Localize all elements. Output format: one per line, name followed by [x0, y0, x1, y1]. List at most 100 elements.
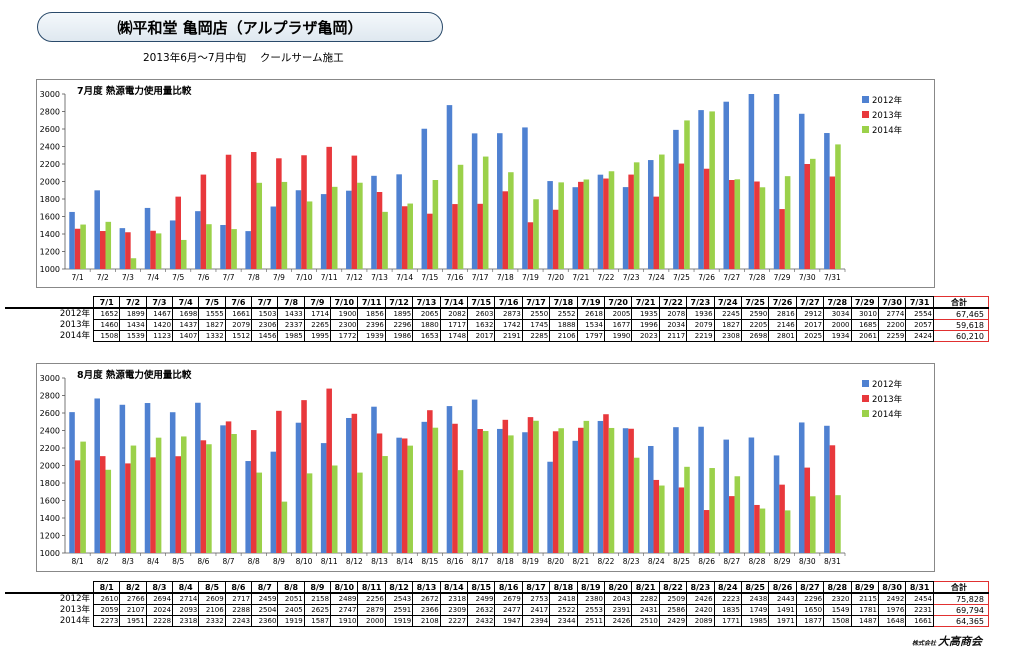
table-date-header: 7/4 [172, 296, 200, 309]
table-cell: 2243 [224, 615, 253, 627]
table-corner [5, 296, 94, 309]
bar [80, 441, 86, 553]
bar [331, 186, 338, 269]
bar [175, 456, 181, 553]
table-cell: 1332 [198, 330, 226, 342]
table-date-header: 8/20 [603, 581, 633, 594]
july-table: 7/1 7/2 7/3 7/4 7/5 7/6 7/7 7/8 7/9 7/10 7/11 7/12 7… [5, 296, 989, 342]
bar [144, 403, 151, 553]
x-tick-label: 8/23 [623, 557, 640, 566]
x-tick-label: 8/28 [749, 557, 766, 566]
bar [231, 434, 237, 553]
bar [633, 457, 640, 553]
bar [703, 168, 710, 269]
bar [99, 456, 106, 553]
bar [558, 428, 564, 553]
table-cell: 2417 [521, 604, 551, 616]
table-date-header: 8/8 [277, 581, 305, 594]
bar [552, 431, 559, 553]
bar [326, 388, 332, 553]
table-date-header: 7/12 [384, 296, 414, 309]
table-cell: 2443 [768, 592, 797, 605]
table-row: 2013年 2059 2107 2024 2093 2106 2288 2504 2405 262… [5, 604, 989, 616]
table-cell: 1856 [357, 307, 386, 320]
table-cell: 1797 [576, 330, 606, 342]
bar [270, 206, 277, 269]
bar [678, 487, 685, 553]
table-cell: 1895 [384, 307, 414, 320]
x-tick-label: 8/25 [673, 557, 690, 566]
bar [155, 233, 162, 269]
bar [659, 154, 665, 269]
x-tick-label: 8/15 [421, 557, 438, 566]
table-cell: 2025 [795, 330, 825, 342]
table-row-label: 2012年 [5, 308, 94, 320]
bar [784, 176, 791, 269]
x-tick-label: 8/26 [698, 557, 715, 566]
x-tick-label: 8/1 [72, 557, 84, 566]
bar [220, 224, 226, 269]
table-cell: 2424 [905, 330, 934, 342]
table-cell: 2816 [768, 307, 797, 320]
bar [734, 476, 741, 553]
x-tick-label: 7/27 [723, 273, 740, 282]
bar [351, 413, 358, 553]
table-cell: 1827 [198, 319, 226, 331]
bar [396, 174, 402, 269]
bar [69, 412, 75, 553]
bar [74, 228, 81, 269]
table-date-header: 7/18 [549, 296, 578, 309]
bar [295, 190, 302, 269]
table-row: 2012年 1652 1899 1467 1698 1555 1661 1503 1433 171… [5, 307, 989, 320]
table-cell: 1781 [850, 604, 879, 616]
x-tick-label: 8/18 [497, 557, 514, 566]
bar [583, 179, 590, 269]
table-cell: 2489 [330, 592, 359, 605]
bar [382, 211, 388, 269]
x-tick-label: 7/31 [824, 273, 841, 282]
x-tick-label: 7/1 [72, 273, 84, 282]
table-cell: 2912 [795, 307, 825, 320]
table-cell: 1420 [145, 319, 174, 331]
bar [698, 426, 704, 553]
table-cell: 2766 [119, 592, 147, 605]
bar [647, 160, 654, 269]
table-cell: 2306 [251, 319, 279, 331]
y-tick-label: 2600 [40, 409, 60, 418]
table-date-header: 8/19 [576, 581, 606, 594]
bar [401, 206, 408, 269]
table-cell: 2057 [905, 319, 934, 331]
bar [331, 465, 338, 553]
bar [457, 164, 464, 269]
bar [471, 133, 478, 269]
table-cell: 1742 [494, 319, 523, 331]
table-date-header: 8/21 [631, 581, 660, 594]
x-tick-label: 7/20 [547, 273, 564, 282]
bar [835, 495, 841, 553]
y-tick-label: 2200 [40, 160, 60, 169]
table-cell: 2753 [521, 592, 551, 605]
table-cell: 2227 [439, 615, 469, 627]
table-cell: 2431 [631, 604, 660, 616]
y-tick-label: 1600 [40, 213, 60, 222]
bar [773, 94, 780, 269]
table-date-header: 7/20 [603, 296, 633, 309]
table-cell: 2499 [467, 592, 496, 605]
table-cell: 2265 [303, 319, 332, 331]
page-subtitle: 2013年6月～7月中旬 クールサーム施工 [143, 52, 344, 64]
table-cell: 1491 [768, 604, 797, 616]
table-cell: 2320 [823, 592, 852, 605]
y-tick-label: 1000 [40, 549, 60, 558]
table-date-header: 8/1 [92, 581, 121, 594]
table-cell: 2522 [549, 604, 578, 616]
table-cell: 1508 [92, 330, 121, 342]
y-tick-label: 2000 [40, 462, 60, 471]
table-cell: 2438 [740, 592, 770, 605]
bar [835, 144, 841, 269]
table-cell: 2426 [686, 592, 715, 605]
x-tick-label: 7/24 [648, 273, 665, 282]
table-cell: 2679 [494, 592, 523, 605]
table-cell: 2078 [658, 307, 688, 320]
bar [709, 468, 715, 553]
y-tick-label: 2400 [40, 427, 60, 436]
